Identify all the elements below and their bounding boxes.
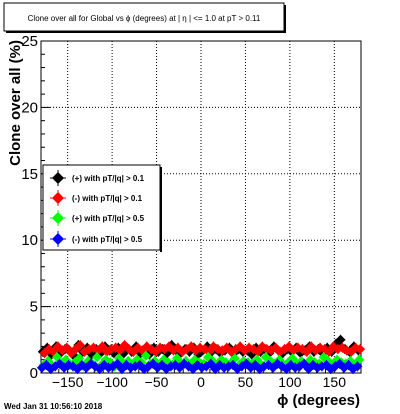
data-markers — [36, 334, 366, 375]
x-tick-label: −150 — [52, 374, 84, 390]
legend-marker — [52, 172, 64, 184]
x-tick-label: 0 — [197, 374, 205, 390]
x-tick-label: 50 — [238, 374, 254, 390]
y-tick-label: 15 — [21, 166, 38, 183]
title-box: Clone over all for Global vs ϕ (degrees)… — [3, 2, 286, 33]
data-point — [352, 361, 363, 372]
x-axis-title: ϕ (degrees) — [277, 392, 360, 409]
legend-label: (-) with pT/|q| > 0.1 — [72, 194, 143, 203]
x-tick-label: −100 — [96, 374, 128, 390]
y-tick-label: 20 — [21, 99, 38, 116]
legend: (+) with pT/|q| > 0.1 (-) with pT/|q| > 0… — [42, 164, 162, 252]
y-tick-label: 0 — [30, 365, 38, 382]
legend-label: (+) with pT/|q| > 0.1 — [72, 174, 145, 183]
data-point — [92, 352, 102, 363]
legend-marker — [52, 192, 64, 204]
legend-label: (+) with pT/|q| > 0.5 — [72, 214, 145, 223]
chart-title: Clone over all for Global vs ϕ (degrees)… — [28, 14, 261, 23]
y-tick-label: 5 — [30, 299, 38, 316]
legend-label: (-) with pT/|q| > 0.5 — [72, 235, 143, 244]
data-point — [335, 334, 346, 345]
x-tick-label: −50 — [145, 374, 169, 390]
y-tick-label: 10 — [21, 232, 38, 249]
series-2 — [39, 340, 366, 359]
timestamp: Wed Jan 31 10:56:10 2018 — [4, 402, 103, 411]
y-axis-title: Clone over all (%) — [7, 40, 24, 166]
data-point — [248, 344, 259, 355]
data-point — [140, 350, 151, 361]
data-point — [355, 344, 366, 355]
legend-marker — [52, 212, 64, 224]
x-tick-label: 150 — [323, 374, 347, 390]
x-tick-label: 100 — [278, 374, 302, 390]
series-4 — [36, 358, 363, 375]
legend-marker — [52, 233, 64, 245]
data-point — [75, 340, 86, 351]
data-point — [57, 345, 68, 356]
y-tick-label: 25 — [21, 33, 38, 50]
grid — [41, 41, 361, 373]
